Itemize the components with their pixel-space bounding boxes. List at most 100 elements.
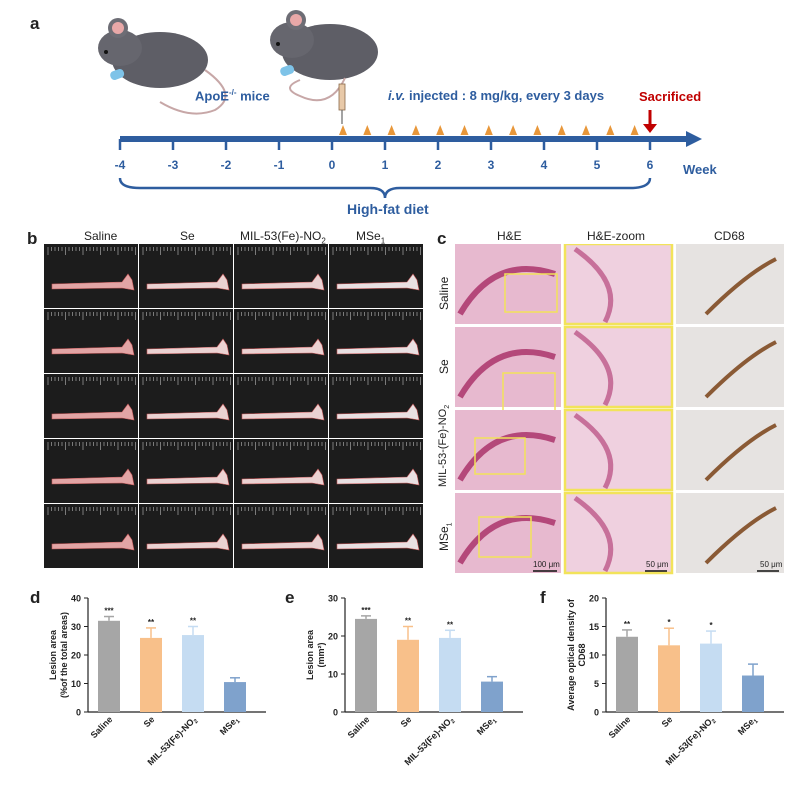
aorta-specimen — [336, 338, 420, 356]
aorta-specimen — [146, 273, 230, 291]
timeline-figure — [98, 10, 702, 199]
bar — [182, 635, 204, 712]
category-label: Se — [660, 714, 675, 729]
timeline-tick-label: 0 — [328, 158, 336, 172]
significance-label: ** — [447, 620, 454, 629]
panel-b-label: b — [27, 229, 38, 248]
y-axis-label: Lesion area(%of the total areas) — [48, 612, 69, 698]
aorta-specimen — [146, 403, 230, 421]
mice-label: ApoE-/- mice — [195, 88, 270, 104]
aorta-photo — [139, 504, 233, 568]
mouse-illustration-right — [270, 10, 378, 102]
injection-marker — [557, 125, 566, 135]
category-label: Saline — [607, 714, 633, 740]
aorta-photo — [329, 309, 423, 373]
scale-bar-he-label: 100 μm — [533, 560, 560, 569]
timeline-tick-label: 2 — [434, 158, 442, 172]
aorta-specimen — [336, 468, 420, 486]
row-label-saline: Saline — [437, 276, 451, 310]
timeline-tick-label: 3 — [487, 158, 495, 172]
aorta-photo — [139, 439, 233, 503]
significance-label: *** — [361, 606, 371, 615]
row-label-mse: MSe1 — [437, 522, 454, 551]
row-label-mil: MIL-53-(Fe)-NO2 — [437, 404, 452, 487]
bar — [140, 637, 162, 712]
col-label-se: Se — [180, 229, 195, 243]
he-image — [455, 493, 561, 573]
y-tick-label: 20 — [71, 651, 81, 661]
bar — [481, 681, 503, 712]
y-axis-label: Lesion area(mm²) — [305, 629, 326, 680]
bar — [224, 682, 246, 712]
aorta-specimen — [51, 403, 135, 421]
scale-bar-cd68-label: 50 μm — [760, 560, 783, 569]
bar — [616, 636, 638, 712]
diet-label: High-fat diet — [347, 201, 429, 217]
aorta-photo — [44, 504, 138, 568]
injection-marker — [387, 125, 396, 135]
aorta-specimen — [241, 403, 325, 421]
he-tissue — [457, 515, 556, 565]
significance-label: ** — [190, 617, 197, 626]
bar — [355, 618, 377, 712]
scale-bar-zoom-label: 50 μm — [646, 560, 669, 569]
histology-image-grid — [455, 244, 784, 575]
y-tick-label: 0 — [333, 708, 338, 718]
aorta-specimen — [146, 533, 230, 551]
aorta-photo — [44, 374, 138, 438]
y-tick-label: 0 — [76, 708, 81, 718]
injection-marker — [606, 125, 615, 135]
injection-marker — [436, 125, 445, 135]
aorta-specimen — [51, 468, 135, 486]
col-label-cd68: CD68 — [714, 229, 745, 243]
injection-marker — [582, 125, 590, 135]
y-tick-label: 10 — [589, 651, 599, 661]
cd68-image — [676, 244, 784, 324]
aorta-specimen — [241, 273, 325, 291]
aorta-specimen — [241, 338, 325, 356]
zoom-region-box — [474, 437, 526, 475]
bar — [98, 620, 120, 712]
aorta-specimen — [336, 273, 420, 291]
timeline-tick-label: 6 — [646, 158, 654, 172]
sacrificed-label: Sacrificed — [639, 89, 702, 104]
timeline-tick-label: -2 — [220, 158, 232, 172]
he-image — [455, 410, 561, 490]
injection-marker — [460, 125, 469, 135]
col-label-he-zoom: H&E-zoom — [587, 229, 646, 243]
aorta-photo — [234, 374, 328, 438]
cd68-image — [676, 410, 784, 490]
aorta-photo — [44, 309, 138, 373]
aorta-photo — [234, 309, 328, 373]
bar — [700, 643, 722, 712]
category-label: Saline — [346, 714, 372, 740]
y-tick-label: 15 — [589, 622, 599, 632]
timeline-tick-label: -4 — [114, 158, 126, 172]
aorta-specimen — [51, 273, 135, 291]
cd68-stain — [704, 423, 777, 482]
injection-markers — [339, 125, 639, 135]
he-tissue — [457, 432, 556, 482]
col-label-he: H&E — [497, 229, 522, 243]
y-tick-label: 30 — [328, 594, 338, 604]
significance-label: ** — [405, 617, 412, 626]
y-tick-label: 10 — [71, 679, 81, 689]
aorta-photo — [234, 244, 328, 308]
significance-label: *** — [104, 607, 114, 616]
bar — [658, 645, 680, 712]
aorta-specimen — [336, 533, 420, 551]
cd68-image — [676, 493, 784, 573]
syringe-icon — [338, 83, 346, 124]
he-zoom-tissue — [573, 329, 614, 407]
aorta-specimen — [241, 468, 325, 486]
cd68-stain — [704, 340, 777, 399]
y-axis-label: Average optical density ofCD68 — [566, 598, 587, 711]
bar — [439, 637, 461, 712]
category-label: MSe1 — [475, 714, 499, 738]
cd68-image — [676, 327, 784, 407]
aorta-photo — [44, 244, 138, 308]
panel-d-label: d — [30, 588, 41, 607]
